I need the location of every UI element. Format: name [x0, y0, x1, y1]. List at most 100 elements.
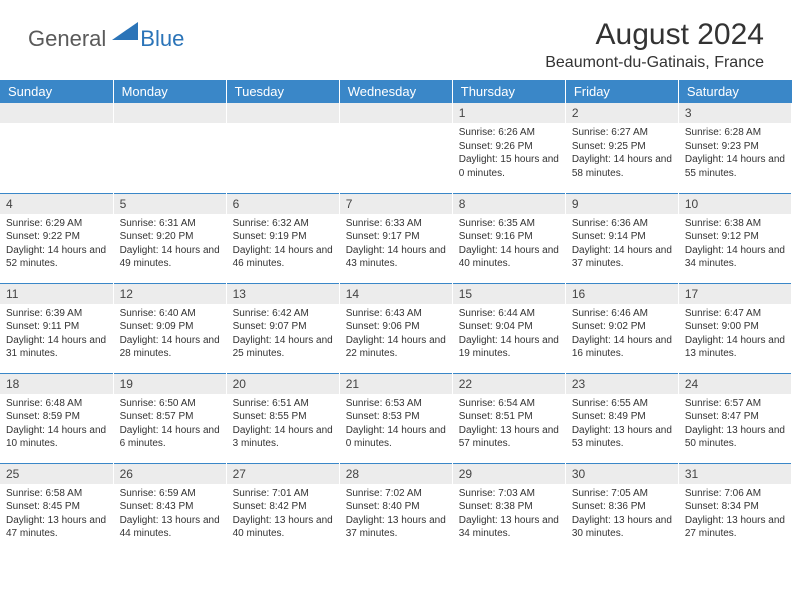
weekday-header: Friday	[565, 80, 678, 103]
calendar-cell: 18Sunrise: 6:48 AMSunset: 8:59 PMDayligh…	[0, 373, 113, 463]
day-body: Sunrise: 6:58 AMSunset: 8:45 PMDaylight:…	[0, 484, 113, 544]
day-number: 4	[0, 194, 113, 214]
day-number: 6	[227, 194, 339, 214]
weekday-header: Saturday	[678, 80, 791, 103]
day-body: Sunrise: 6:44 AMSunset: 9:04 PMDaylight:…	[453, 304, 565, 364]
logo-text-general: General	[28, 26, 106, 52]
day-number: 31	[679, 464, 791, 484]
calendar-table: Sunday Monday Tuesday Wednesday Thursday…	[0, 80, 792, 553]
day-body: Sunrise: 6:40 AMSunset: 9:09 PMDaylight:…	[114, 304, 226, 364]
calendar-cell: 22Sunrise: 6:54 AMSunset: 8:51 PMDayligh…	[452, 373, 565, 463]
calendar-cell: 23Sunrise: 6:55 AMSunset: 8:49 PMDayligh…	[565, 373, 678, 463]
day-number: 11	[0, 284, 113, 304]
day-number	[340, 103, 452, 123]
day-body: Sunrise: 6:47 AMSunset: 9:00 PMDaylight:…	[679, 304, 791, 364]
day-number: 15	[453, 284, 565, 304]
weekday-header: Thursday	[452, 80, 565, 103]
calendar-cell: 3Sunrise: 6:28 AMSunset: 9:23 PMDaylight…	[678, 103, 791, 193]
day-body: Sunrise: 6:27 AMSunset: 9:25 PMDaylight:…	[566, 123, 678, 183]
calendar-cell: 30Sunrise: 7:05 AMSunset: 8:36 PMDayligh…	[565, 463, 678, 553]
day-number: 29	[453, 464, 565, 484]
day-body: Sunrise: 6:28 AMSunset: 9:23 PMDaylight:…	[679, 123, 791, 183]
day-body: Sunrise: 6:36 AMSunset: 9:14 PMDaylight:…	[566, 214, 678, 274]
calendar-cell: 5Sunrise: 6:31 AMSunset: 9:20 PMDaylight…	[113, 193, 226, 283]
day-body: Sunrise: 6:31 AMSunset: 9:20 PMDaylight:…	[114, 214, 226, 274]
day-body: Sunrise: 6:35 AMSunset: 9:16 PMDaylight:…	[453, 214, 565, 274]
day-body: Sunrise: 6:55 AMSunset: 8:49 PMDaylight:…	[566, 394, 678, 454]
weekday-header: Tuesday	[226, 80, 339, 103]
day-body: Sunrise: 6:33 AMSunset: 9:17 PMDaylight:…	[340, 214, 452, 274]
day-body: Sunrise: 6:48 AMSunset: 8:59 PMDaylight:…	[0, 394, 113, 454]
day-body: Sunrise: 7:03 AMSunset: 8:38 PMDaylight:…	[453, 484, 565, 544]
day-number: 8	[453, 194, 565, 214]
day-number: 1	[453, 103, 565, 123]
day-number	[0, 103, 113, 123]
calendar-row: 4Sunrise: 6:29 AMSunset: 9:22 PMDaylight…	[0, 193, 792, 283]
calendar-cell	[113, 103, 226, 193]
day-body: Sunrise: 6:51 AMSunset: 8:55 PMDaylight:…	[227, 394, 339, 454]
calendar-row: 18Sunrise: 6:48 AMSunset: 8:59 PMDayligh…	[0, 373, 792, 463]
calendar-cell: 19Sunrise: 6:50 AMSunset: 8:57 PMDayligh…	[113, 373, 226, 463]
calendar-cell: 20Sunrise: 6:51 AMSunset: 8:55 PMDayligh…	[226, 373, 339, 463]
day-body: Sunrise: 6:54 AMSunset: 8:51 PMDaylight:…	[453, 394, 565, 454]
calendar-row: 1Sunrise: 6:26 AMSunset: 9:26 PMDaylight…	[0, 103, 792, 193]
day-body: Sunrise: 6:43 AMSunset: 9:06 PMDaylight:…	[340, 304, 452, 364]
day-number: 16	[566, 284, 678, 304]
calendar-cell: 13Sunrise: 6:42 AMSunset: 9:07 PMDayligh…	[226, 283, 339, 373]
calendar-cell: 28Sunrise: 7:02 AMSunset: 8:40 PMDayligh…	[339, 463, 452, 553]
day-number: 22	[453, 374, 565, 394]
calendar-cell: 27Sunrise: 7:01 AMSunset: 8:42 PMDayligh…	[226, 463, 339, 553]
day-number: 14	[340, 284, 452, 304]
day-number	[227, 103, 339, 123]
day-number: 27	[227, 464, 339, 484]
day-body: Sunrise: 7:05 AMSunset: 8:36 PMDaylight:…	[566, 484, 678, 544]
calendar-cell: 6Sunrise: 6:32 AMSunset: 9:19 PMDaylight…	[226, 193, 339, 283]
day-number: 25	[0, 464, 113, 484]
header: General Blue August 2024 Beaumont-du-Gat…	[0, 0, 792, 80]
calendar-cell: 1Sunrise: 6:26 AMSunset: 9:26 PMDaylight…	[452, 103, 565, 193]
calendar-row: 11Sunrise: 6:39 AMSunset: 9:11 PMDayligh…	[0, 283, 792, 373]
day-number: 3	[679, 103, 791, 123]
day-number: 23	[566, 374, 678, 394]
calendar-cell: 21Sunrise: 6:53 AMSunset: 8:53 PMDayligh…	[339, 373, 452, 463]
calendar-cell: 7Sunrise: 6:33 AMSunset: 9:17 PMDaylight…	[339, 193, 452, 283]
day-number: 13	[227, 284, 339, 304]
day-body: Sunrise: 7:01 AMSunset: 8:42 PMDaylight:…	[227, 484, 339, 544]
location-label: Beaumont-du-Gatinais, France	[545, 54, 764, 72]
day-number: 20	[227, 374, 339, 394]
calendar-cell: 2Sunrise: 6:27 AMSunset: 9:25 PMDaylight…	[565, 103, 678, 193]
day-number: 26	[114, 464, 226, 484]
day-body: Sunrise: 6:29 AMSunset: 9:22 PMDaylight:…	[0, 214, 113, 274]
day-body: Sunrise: 6:26 AMSunset: 9:26 PMDaylight:…	[453, 123, 565, 183]
title-block: August 2024 Beaumont-du-Gatinais, France	[545, 18, 764, 72]
logo-triangle-icon	[112, 22, 138, 45]
calendar-cell	[339, 103, 452, 193]
day-number: 18	[0, 374, 113, 394]
day-body: Sunrise: 6:39 AMSunset: 9:11 PMDaylight:…	[0, 304, 113, 364]
calendar-cell: 17Sunrise: 6:47 AMSunset: 9:00 PMDayligh…	[678, 283, 791, 373]
day-number	[114, 103, 226, 123]
weekday-header: Sunday	[0, 80, 113, 103]
day-number: 9	[566, 194, 678, 214]
day-number: 28	[340, 464, 452, 484]
day-body: Sunrise: 6:38 AMSunset: 9:12 PMDaylight:…	[679, 214, 791, 274]
logo: General Blue	[28, 18, 184, 52]
day-number: 17	[679, 284, 791, 304]
calendar-cell: 31Sunrise: 7:06 AMSunset: 8:34 PMDayligh…	[678, 463, 791, 553]
day-body: Sunrise: 6:50 AMSunset: 8:57 PMDaylight:…	[114, 394, 226, 454]
day-number: 19	[114, 374, 226, 394]
calendar-wrap: Sunday Monday Tuesday Wednesday Thursday…	[0, 80, 792, 553]
weekday-header: Monday	[113, 80, 226, 103]
day-body: Sunrise: 6:42 AMSunset: 9:07 PMDaylight:…	[227, 304, 339, 364]
day-body: Sunrise: 6:46 AMSunset: 9:02 PMDaylight:…	[566, 304, 678, 364]
calendar-cell: 4Sunrise: 6:29 AMSunset: 9:22 PMDaylight…	[0, 193, 113, 283]
day-number: 2	[566, 103, 678, 123]
day-body: Sunrise: 7:06 AMSunset: 8:34 PMDaylight:…	[679, 484, 791, 544]
calendar-row: 25Sunrise: 6:58 AMSunset: 8:45 PMDayligh…	[0, 463, 792, 553]
calendar-cell: 8Sunrise: 6:35 AMSunset: 9:16 PMDaylight…	[452, 193, 565, 283]
day-body: Sunrise: 6:57 AMSunset: 8:47 PMDaylight:…	[679, 394, 791, 454]
day-number: 30	[566, 464, 678, 484]
weekday-header: Wednesday	[339, 80, 452, 103]
calendar-cell: 25Sunrise: 6:58 AMSunset: 8:45 PMDayligh…	[0, 463, 113, 553]
day-number: 12	[114, 284, 226, 304]
